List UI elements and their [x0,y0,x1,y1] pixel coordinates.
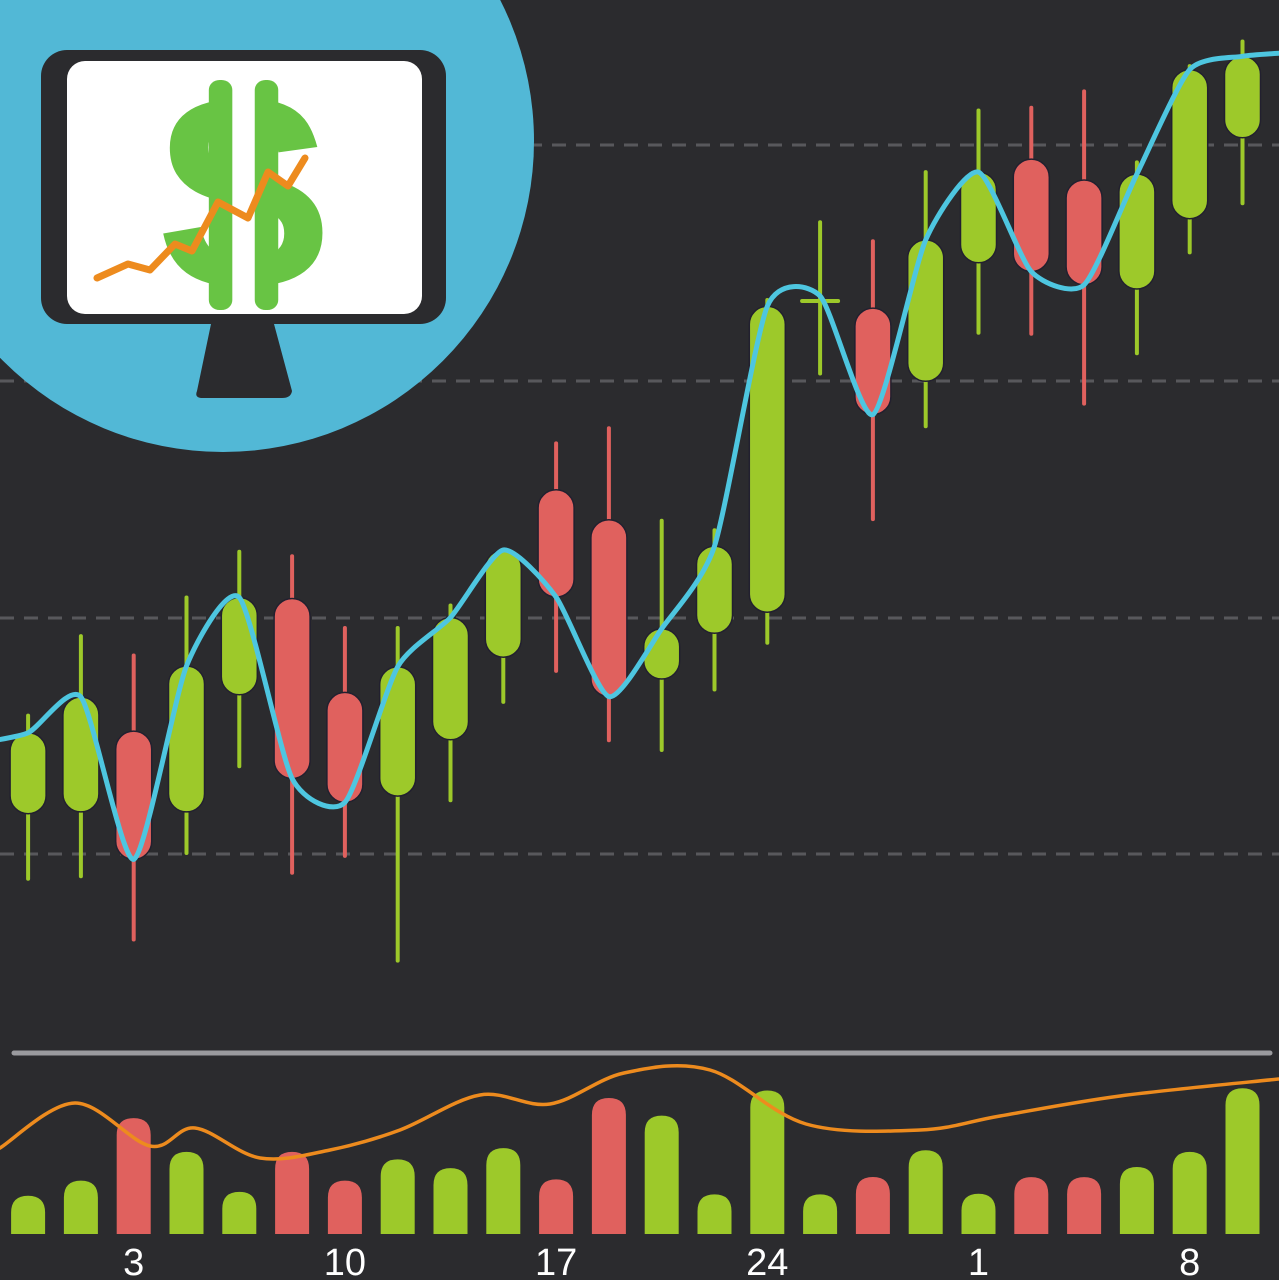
svg-text:3: 3 [123,1242,144,1280]
svg-text:24: 24 [746,1242,788,1280]
svg-text:8: 8 [1179,1242,1200,1280]
svg-text:17: 17 [535,1242,577,1280]
svg-text:10: 10 [324,1242,366,1280]
svg-text:1: 1 [968,1242,989,1280]
